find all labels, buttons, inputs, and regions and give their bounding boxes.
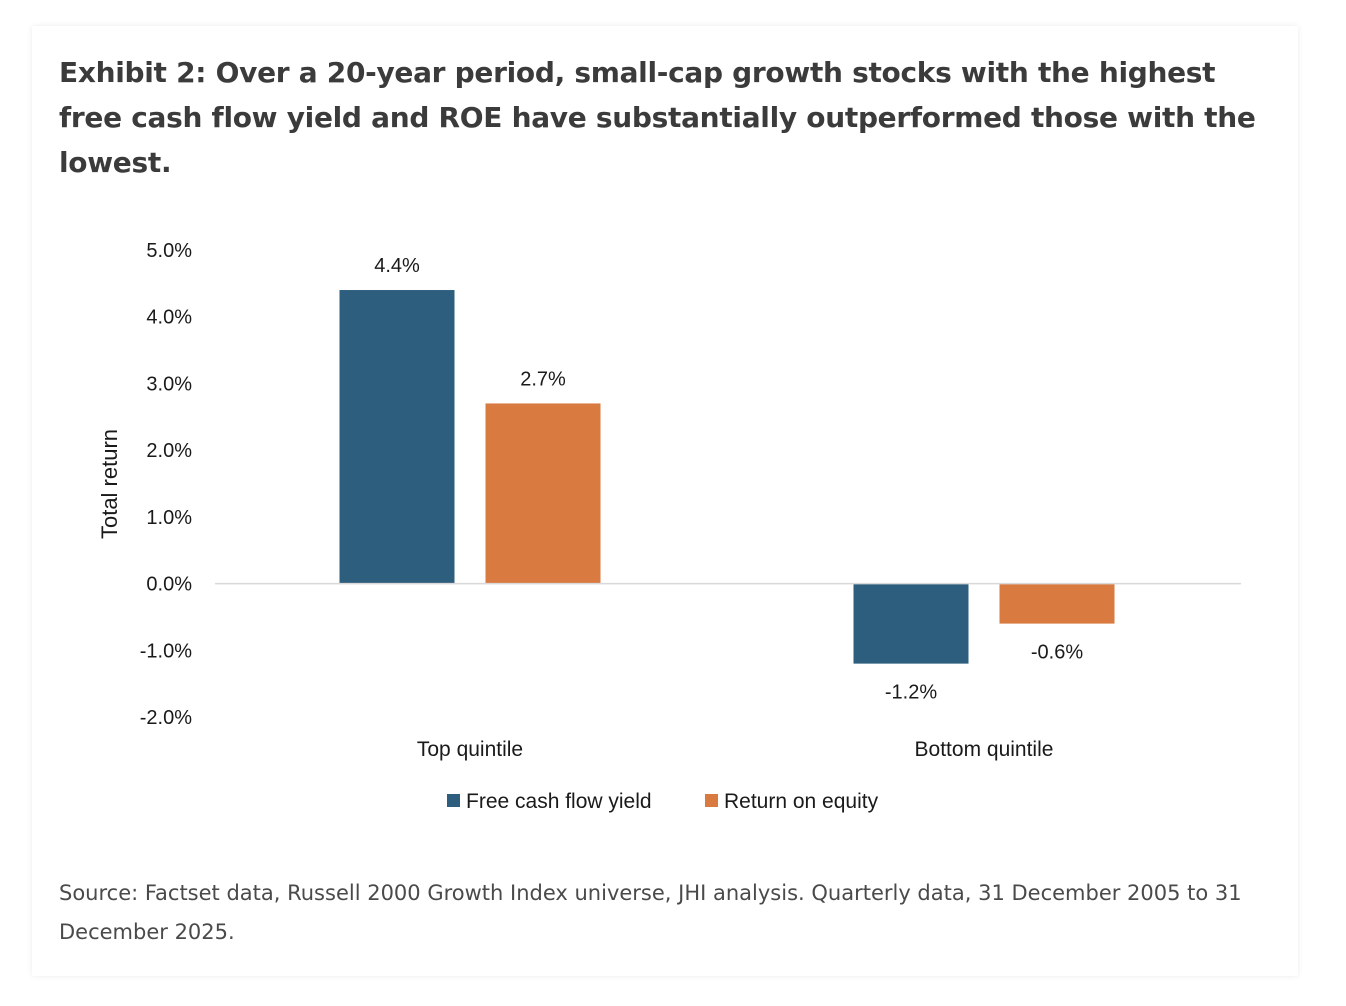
- source-note: Source: Factset data, Russell 2000 Growt…: [59, 881, 1242, 944]
- bar-chart: 5.0% 4.0% 3.0% 2.0% 1.0% 0.0% -1.0% -2.0% Total …: [97, 240, 1241, 813]
- chart-title: Exhibit 2: Over a 20-year period, small-…: [59, 56, 1256, 179]
- data-label: 2.7%: [520, 368, 566, 390]
- y-tick-label: 0.0%: [146, 574, 192, 596]
- y-tick-label: -2.0%: [140, 707, 192, 729]
- x-category-label: Bottom quintile: [915, 738, 1054, 761]
- legend-fcf-swatch: [447, 794, 460, 807]
- legend-roe-swatch: [705, 794, 718, 807]
- y-tick-label: 5.0%: [146, 240, 192, 262]
- y-tick-label: 1.0%: [146, 507, 192, 529]
- data-label: -0.6%: [1031, 642, 1083, 664]
- bar-roe-top: [485, 403, 601, 584]
- data-label: -1.2%: [885, 682, 937, 704]
- y-tick-label: 4.0%: [146, 307, 192, 329]
- bar-fcf-top: [339, 290, 455, 584]
- exhibit-card: Exhibit 2: Over a 20-year period, small-…: [32, 26, 1298, 976]
- y-tick-label: -1.0%: [140, 640, 192, 662]
- y-tick-label: 3.0%: [146, 373, 192, 395]
- bar-fcf-bottom: [853, 583, 969, 664]
- bar-roe-bottom: [999, 583, 1115, 624]
- legend-fcf-label: Free cash flow yield: [466, 790, 652, 813]
- y-tick-label: 2.0%: [146, 440, 192, 462]
- legend-roe-label: Return on equity: [724, 790, 879, 813]
- y-axis-title: Total return: [97, 429, 122, 539]
- data-label: 4.4%: [374, 255, 420, 277]
- x-category-label: Top quintile: [417, 738, 523, 761]
